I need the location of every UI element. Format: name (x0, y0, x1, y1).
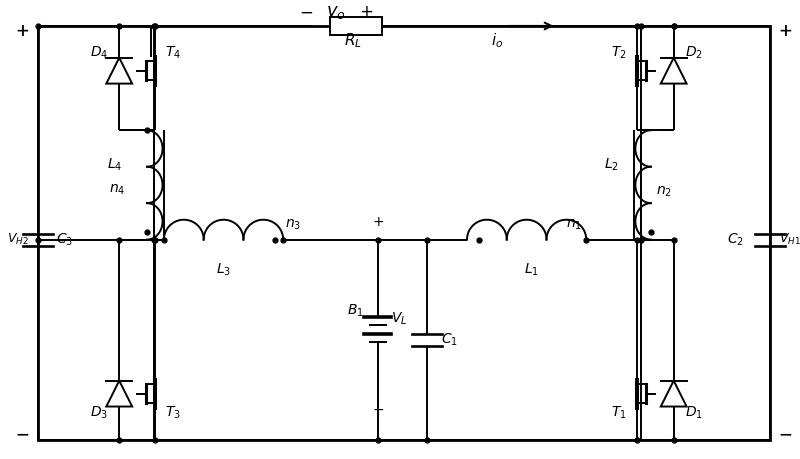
Text: $n_4$: $n_4$ (109, 183, 126, 197)
Text: $D_1$: $D_1$ (685, 404, 702, 421)
Polygon shape (106, 58, 132, 84)
Text: $T_2$: $T_2$ (611, 45, 627, 61)
Text: $-$: $-$ (14, 425, 29, 442)
Text: $L_3$: $L_3$ (216, 261, 231, 278)
Text: $D_3$: $D_3$ (90, 404, 108, 421)
Text: $v_o$: $v_o$ (326, 3, 346, 21)
Text: $-$: $-$ (14, 425, 29, 442)
Text: $i_o$: $i_o$ (490, 32, 503, 50)
Text: $+$: $+$ (371, 215, 384, 229)
Text: $C_3$: $C_3$ (56, 231, 73, 248)
Polygon shape (106, 381, 132, 407)
Text: $-$: $-$ (778, 425, 792, 442)
Text: $C_1$: $C_1$ (441, 332, 458, 348)
Text: $V_{H1}$: $V_{H1}$ (779, 232, 800, 247)
Text: $n_2$: $n_2$ (656, 185, 672, 199)
Text: $n_1$: $n_1$ (566, 218, 582, 232)
Text: $T_1$: $T_1$ (611, 404, 627, 421)
Text: $R_L$: $R_L$ (344, 32, 362, 50)
Text: $T_4$: $T_4$ (165, 45, 181, 61)
Text: $B_1$: $B_1$ (347, 303, 364, 319)
Text: $C_2$: $C_2$ (727, 231, 744, 248)
Text: $V_{H2}$: $V_{H2}$ (7, 232, 29, 247)
Text: $+$: $+$ (358, 3, 373, 21)
Text: $+$: $+$ (778, 22, 792, 40)
Text: $L_4$: $L_4$ (106, 157, 122, 173)
Bar (330, 17, 382, 35)
Text: $-$: $-$ (299, 3, 313, 21)
Text: $T_3$: $T_3$ (165, 404, 181, 421)
Text: $D_4$: $D_4$ (90, 45, 109, 61)
Polygon shape (661, 381, 686, 407)
Text: $D_2$: $D_2$ (685, 45, 702, 61)
Polygon shape (661, 58, 686, 84)
Text: $L_1$: $L_1$ (524, 261, 539, 278)
Text: $-$: $-$ (371, 402, 384, 415)
Text: $+$: $+$ (14, 22, 29, 40)
Text: $V_L$: $V_L$ (391, 311, 408, 327)
Text: $-$: $-$ (778, 425, 792, 442)
Text: $+$: $+$ (14, 22, 29, 40)
Text: $+$: $+$ (778, 22, 792, 40)
Text: $n_3$: $n_3$ (285, 218, 302, 232)
Text: $L_2$: $L_2$ (604, 157, 618, 173)
